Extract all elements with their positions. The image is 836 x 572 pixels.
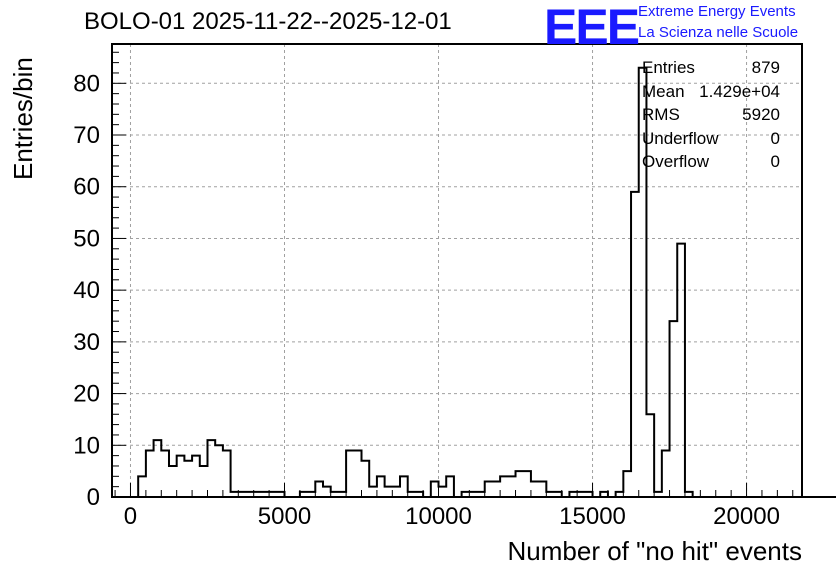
- x-tick-label: 5000: [258, 503, 311, 530]
- stat-value: 5920: [742, 105, 780, 124]
- stat-key: RMS: [642, 105, 680, 124]
- y-tick-label: 70: [73, 122, 100, 149]
- y-tick-label: 30: [73, 329, 100, 356]
- y-tick-label: 40: [73, 277, 100, 304]
- stat-overflow: Overflow 0: [642, 152, 780, 176]
- plot-frame: [111, 43, 803, 498]
- stat-entries: Entries 879: [642, 58, 780, 82]
- stat-value: 0: [770, 152, 780, 171]
- stat-key: Overflow: [642, 152, 710, 171]
- eee-logo: EEE: [544, 0, 640, 55]
- chart-title: BOLO-01 2025-11-22--2025-12-01: [84, 8, 452, 35]
- x-tick-label: 0: [124, 503, 137, 530]
- stat-value: 1.429e+04: [699, 81, 780, 101]
- x-axis-label: Number of "no hit" events: [507, 536, 803, 566]
- stat-underflow: Underflow 0: [642, 129, 780, 153]
- y-tick-label: 20: [73, 381, 100, 408]
- y-tick-label: 60: [73, 174, 100, 201]
- logo-line-1: Extreme Energy Events: [638, 3, 796, 20]
- stats-box: Entries 879 Mean 1.429e+04 RMS 5920 Unde…: [642, 58, 780, 176]
- stat-value: 0: [770, 128, 780, 148]
- x-tick-label: 20000: [713, 503, 780, 530]
- logo-line-2: La Scienza nelle Scuole: [638, 24, 799, 41]
- x-tick-label: 10000: [405, 503, 472, 530]
- stat-key: Entries: [642, 58, 695, 77]
- y-tick-label: 80: [73, 70, 100, 97]
- x-tick-label: 15000: [559, 503, 626, 530]
- y-axis-label: Entries/bin: [8, 57, 38, 180]
- stat-key: Underflow: [642, 128, 719, 148]
- stat-rms: RMS 5920: [642, 105, 780, 129]
- y-tick-label: 0: [87, 484, 100, 511]
- y-tick-label: 10: [73, 432, 100, 459]
- stat-key: Mean: [642, 81, 685, 101]
- stat-value: 879: [751, 58, 780, 77]
- stat-mean: Mean 1.429e+04: [642, 82, 780, 106]
- y-tick-label: 50: [73, 225, 100, 252]
